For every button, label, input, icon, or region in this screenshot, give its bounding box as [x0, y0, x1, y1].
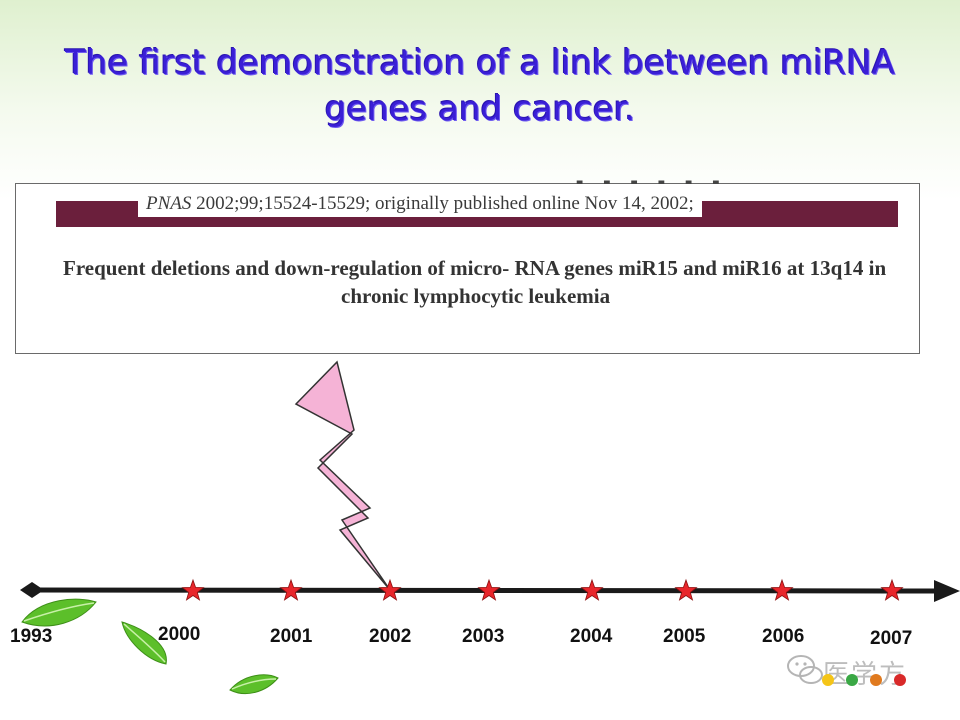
year-label-2004: 2004 — [570, 626, 613, 647]
wechat-icon — [787, 655, 823, 684]
star-marker-2004 — [580, 578, 604, 601]
watermark-dots — [822, 674, 906, 686]
watermark-text: 医学方 — [823, 660, 908, 690]
timeline-arrow-head — [934, 580, 960, 602]
paper-title: Frequent deletions and down-regulation o… — [63, 254, 913, 310]
slide-title-line-1: The first demonstration of a link betwee… — [65, 43, 895, 83]
star-marker-2006 — [770, 578, 794, 601]
slide-title-line-2: genes and cancer. — [324, 89, 636, 129]
cropped-header-remnant: ■■■■■■ — [576, 176, 740, 184]
paper-title-line-1: Frequent deletions and down-regulation o… — [63, 256, 887, 280]
journal-name: PNAS — [146, 193, 192, 214]
star-marker-2001 — [279, 578, 303, 601]
leaf-icon — [121, 621, 167, 665]
journal-citation: PNAS 2002;99;15524-15529; originally pub… — [138, 191, 702, 217]
star-marker-2002 — [378, 578, 402, 601]
year-label-2000: 2000 — [158, 624, 201, 645]
year-label-2002: 2002 — [369, 626, 412, 647]
star-marker-2007 — [880, 578, 904, 601]
year-label-1993: 1993 — [10, 626, 53, 647]
paper-excerpt-box: ■■■■■■ Proceedings of the National Acade… — [15, 176, 920, 354]
watermark-dot — [894, 674, 906, 686]
citation-details: 2002;99;15524-15529; originally publishe… — [191, 193, 694, 214]
leaf-icon — [229, 674, 279, 694]
paper-title-line-2: chronic lymphocytic leukemia — [341, 284, 611, 308]
leaf-icon — [21, 598, 97, 627]
year-label-2007: 2007 — [870, 628, 913, 649]
star-marker-2005 — [674, 578, 698, 601]
watermark-dot — [870, 674, 882, 686]
timeline-start-diamond — [20, 582, 44, 598]
year-label-2006: 2006 — [762, 626, 805, 647]
watermark-dot — [822, 674, 834, 686]
watermark-dot — [846, 674, 858, 686]
star-marker-2000 — [181, 578, 205, 601]
slide-title: The first demonstration of a link betwee… — [20, 40, 940, 132]
star-marker-2003 — [477, 578, 501, 601]
year-label-2001: 2001 — [270, 626, 313, 647]
watermark: 医学方 — [786, 652, 936, 692]
year-label-2003: 2003 — [462, 626, 505, 647]
lightning-bolt-icon — [294, 360, 391, 591]
year-label-2005: 2005 — [663, 626, 706, 647]
